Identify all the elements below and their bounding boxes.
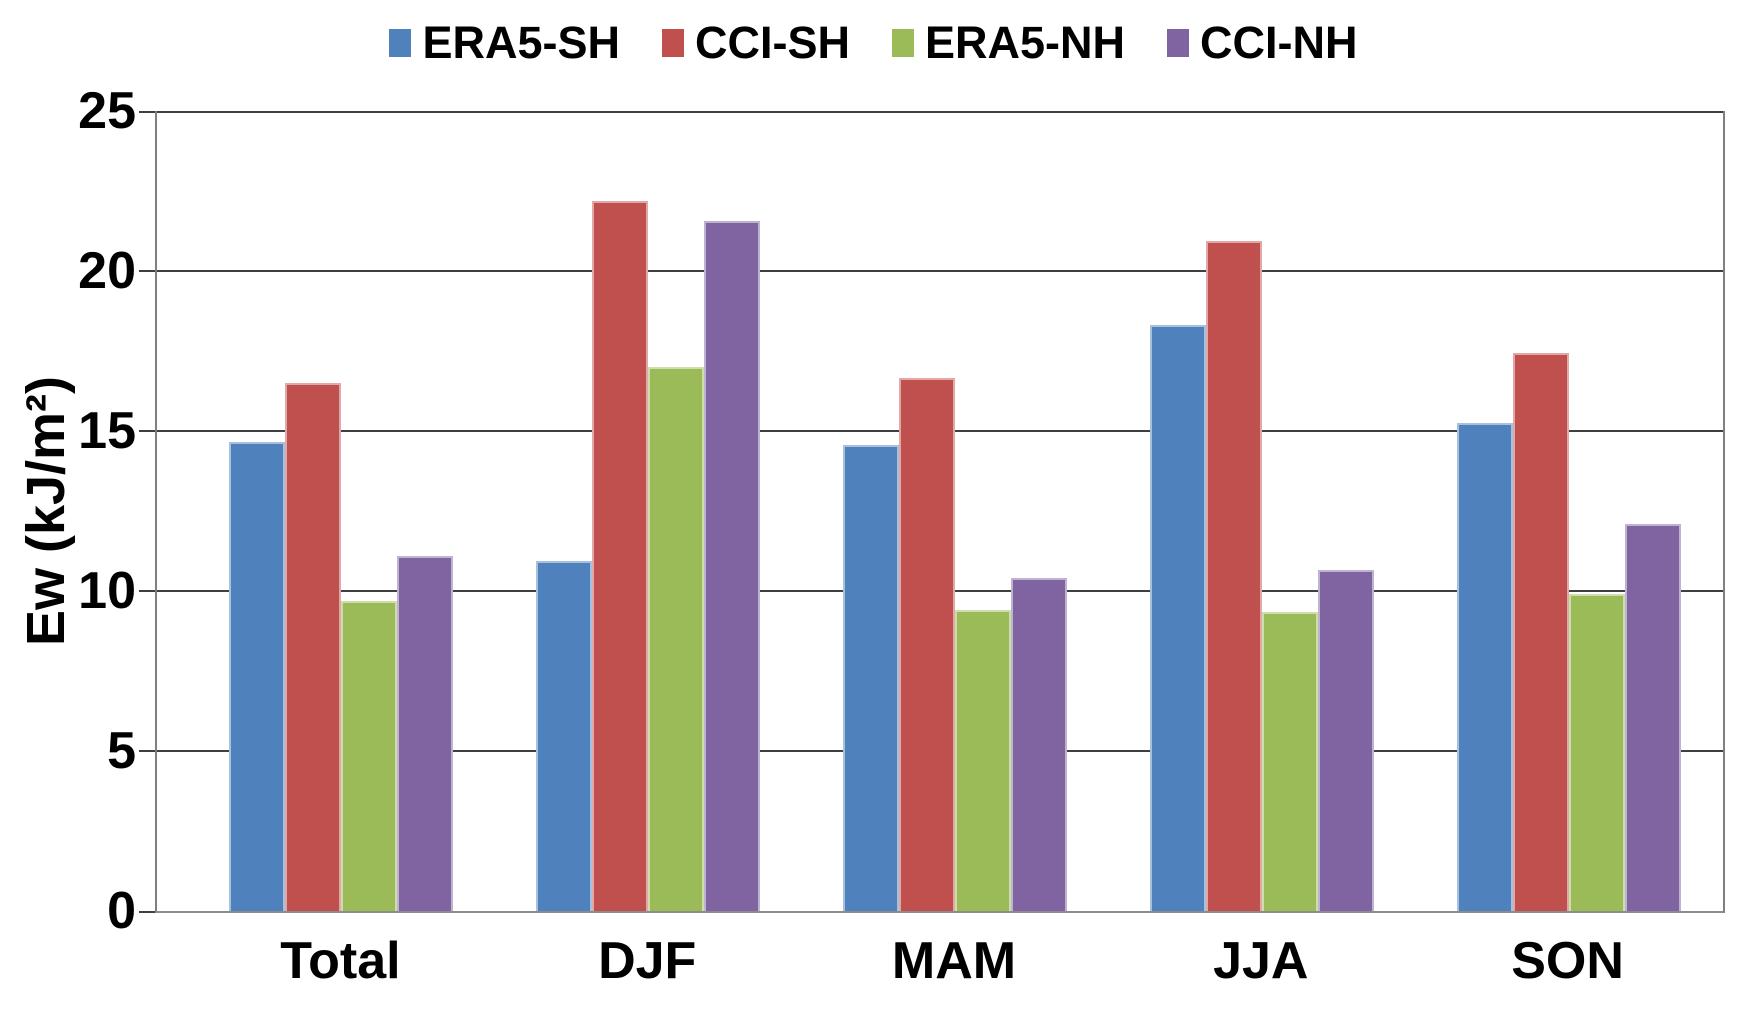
gridline-y25	[157, 111, 1723, 113]
plot-area	[139, 111, 1725, 913]
bar-era5-sh-total	[228, 442, 285, 911]
y-tick-label-20: 20	[78, 242, 136, 300]
legend-swatch-icon	[662, 28, 685, 57]
y-axis-tick-5	[139, 750, 155, 752]
legend-item-era5-sh: ERA5-SH	[389, 20, 620, 65]
y-tick-label-5: 5	[107, 722, 136, 780]
chart-legend: ERA5-SH CCI-SH ERA5-NH CCI-NH	[0, 20, 1747, 65]
y-tick-label-10: 10	[78, 562, 136, 620]
legend-label: ERA5-NH	[925, 17, 1126, 68]
legend-item-era5-nh: ERA5-NH	[892, 20, 1125, 65]
x-tick-label-son: SON	[1511, 932, 1624, 990]
bar-era5-sh-son	[1457, 423, 1514, 911]
y-axis-tick-labels: 0 5 10 15 20 25	[0, 85, 136, 937]
bar-cci-sh-djf	[591, 200, 648, 911]
bar-era5-nh-mam	[955, 610, 1011, 911]
bar-cci-sh-jja	[1206, 240, 1263, 911]
x-tick-label-mam: MAM	[891, 932, 1017, 990]
bar-era5-sh-mam	[843, 445, 899, 911]
y-axis-tick-25	[139, 111, 155, 113]
x-tick-label-total: Total	[280, 932, 401, 990]
bar-group-djf	[494, 111, 801, 911]
bar-era5-nh-total	[340, 600, 397, 911]
bar-cci-nh-son	[1625, 523, 1682, 911]
x-axis-tick-labels: Total DJF MAM JJA SON	[187, 935, 1721, 987]
bar-era5-nh-djf	[647, 367, 704, 911]
bar-group-mam	[801, 111, 1108, 911]
y-axis-tick-15	[139, 430, 155, 432]
y-axis-tick-20	[139, 270, 155, 272]
legend-label: CCI-NH	[1200, 17, 1358, 68]
bar-cci-nh-djf	[703, 221, 760, 911]
y-axis-tick-0	[139, 911, 155, 913]
y-tick-label-25: 25	[78, 82, 136, 140]
bar-groups	[187, 111, 1723, 911]
bar-era5-sh-djf	[535, 560, 592, 911]
bar-cci-sh-total	[284, 383, 341, 911]
legend-swatch-icon	[1167, 28, 1190, 57]
x-tick-label-jja: JJA	[1213, 932, 1309, 990]
bar-cci-nh-mam	[1011, 578, 1067, 911]
bar-cci-nh-total	[396, 555, 453, 911]
bar-group-son	[1416, 111, 1723, 911]
bar-era5-nh-son	[1569, 594, 1626, 911]
bar-group-total	[187, 111, 494, 911]
legend-swatch-icon	[892, 28, 915, 57]
bar-cci-sh-son	[1513, 352, 1570, 911]
legend-label: ERA5-SH	[422, 17, 621, 68]
x-tick-label-djf: DJF	[598, 932, 697, 990]
bar-group-jja	[1109, 111, 1416, 911]
y-tick-label-0: 0	[107, 882, 136, 940]
legend-item-cci-nh: CCI-NH	[1167, 17, 1358, 68]
y-tick-label-15: 15	[78, 402, 136, 460]
gridline-y20	[157, 270, 1723, 272]
legend-swatch-icon	[389, 28, 412, 57]
bar-cci-sh-mam	[899, 378, 955, 911]
y-axis-tick-10	[139, 590, 155, 592]
bar-cci-nh-jja	[1318, 570, 1375, 911]
bar-era5-nh-jja	[1262, 611, 1319, 911]
legend-label: CCI-SH	[695, 17, 851, 68]
legend-item-cci-sh: CCI-SH	[662, 20, 850, 65]
bar-era5-sh-jja	[1150, 325, 1207, 911]
